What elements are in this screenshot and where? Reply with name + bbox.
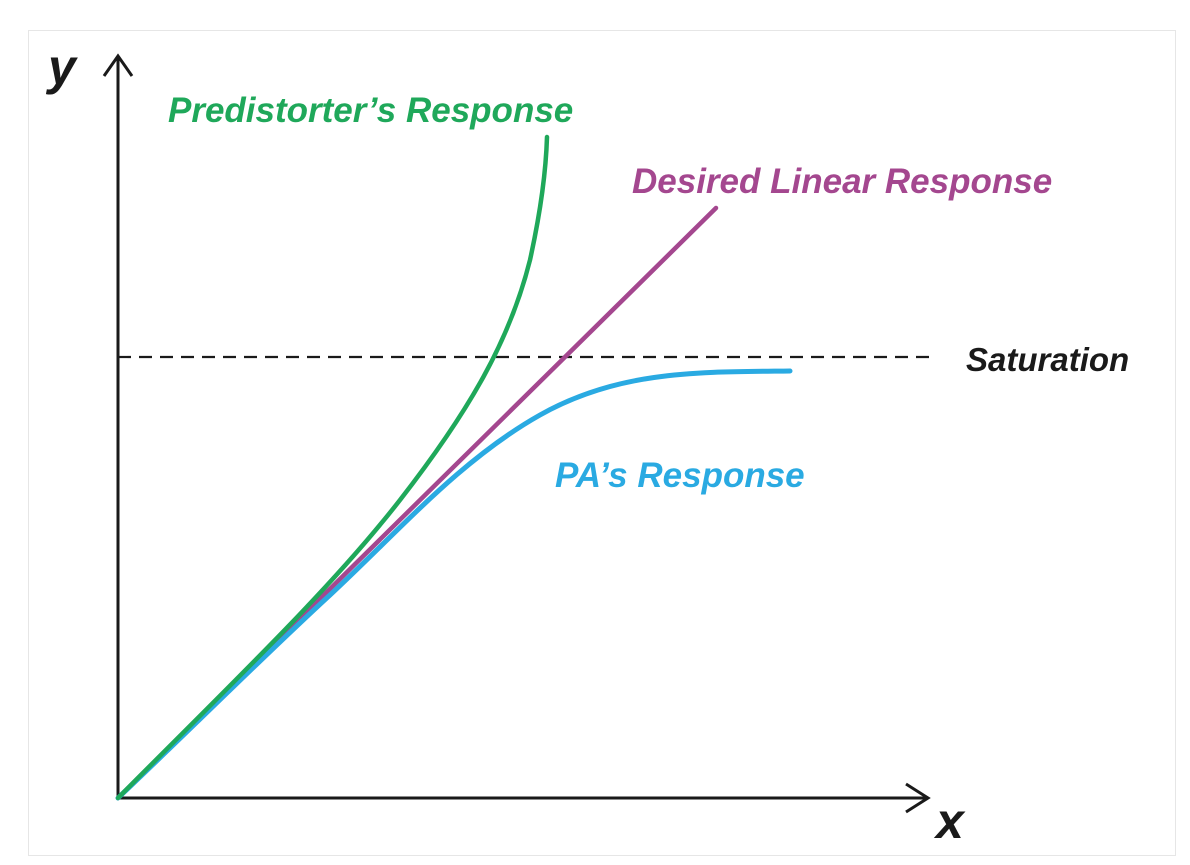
x-axis-arrowhead bbox=[905, 782, 931, 814]
desired-linear-label: Desired Linear Response bbox=[632, 162, 1052, 201]
saturation-label: Saturation bbox=[966, 341, 1129, 378]
predistorter-response-curve bbox=[115, 134, 550, 801]
axes: y x bbox=[45, 39, 966, 849]
x-axis-label: x bbox=[933, 793, 966, 849]
diagram-frame bbox=[28, 30, 1176, 856]
y-axis-label: y bbox=[45, 39, 78, 95]
pa-response-curve bbox=[115, 368, 793, 801]
predistorter-label: Predistorter’s Response bbox=[168, 91, 573, 130]
pa-response-label: PA’s Response bbox=[555, 456, 805, 495]
y-axis-arrowhead bbox=[102, 53, 134, 77]
